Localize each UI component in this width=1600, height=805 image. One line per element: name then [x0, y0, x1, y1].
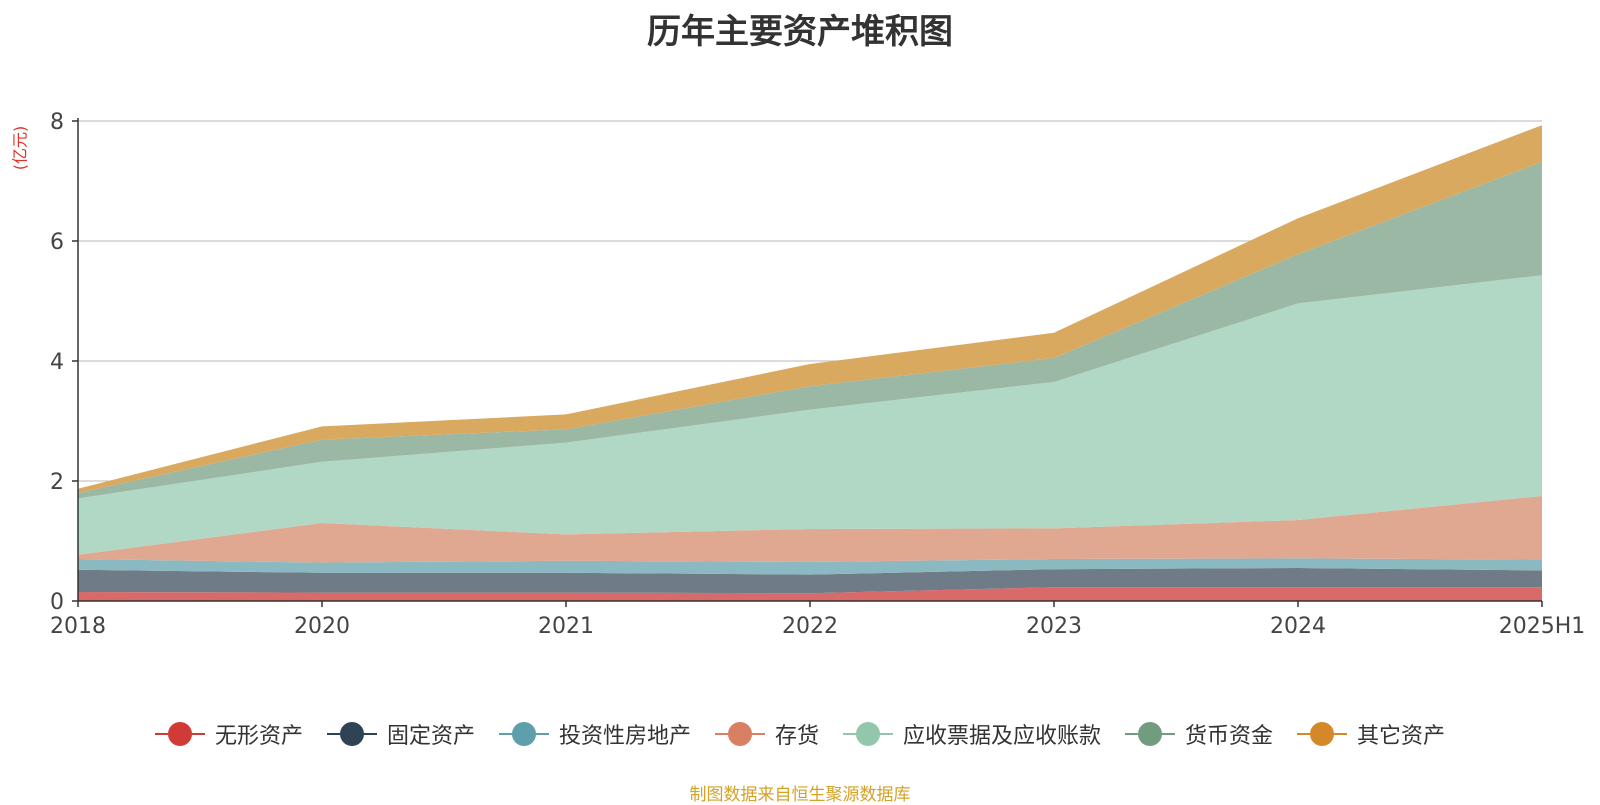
area-series-0	[78, 587, 1542, 601]
area-series-4	[78, 275, 1542, 555]
legend-item[interactable]: 投资性房地产	[498, 718, 691, 750]
legend-marker-icon	[843, 721, 893, 747]
legend-marker-icon	[1297, 721, 1348, 747]
legend-label: 固定资产	[386, 724, 475, 749]
legend-label: 存货	[774, 724, 819, 749]
x-tick-label: 2022	[782, 614, 838, 639]
stacked-area-chart: 0 2 4 6 8 2018 2020 2021 2022 2023 2024 2025H1	[50, 110, 1585, 639]
y-tick-label: 0	[50, 590, 64, 615]
data-source-note: 制图数据来自恒生聚源数据库	[689, 785, 911, 805]
x-tick-label: 2025H1	[1499, 614, 1586, 639]
legend-item[interactable]: 存货	[714, 718, 819, 750]
x-tick-label: 2020	[294, 614, 350, 639]
legend-marker-icon	[154, 721, 205, 747]
legend-item[interactable]: 货币资金	[1125, 718, 1273, 750]
y-tick-label: 8	[50, 110, 64, 135]
area-series-5	[78, 161, 1542, 499]
legend-marker-icon	[326, 721, 377, 747]
area-series-2	[78, 558, 1542, 575]
x-tick-label: 2018	[50, 614, 106, 639]
chart-legend: 无形资产 固定资产 投资性房地产 存货 应收票据及应收账款 货币资金 其它资产	[0, 718, 1600, 750]
legend-marker-icon	[1125, 721, 1176, 747]
legend-label: 投资性房地产	[558, 724, 691, 749]
legend-marker-icon	[498, 721, 549, 747]
area-series-3	[78, 496, 1542, 563]
legend-marker-icon	[714, 721, 765, 747]
y-tick-label: 2	[50, 470, 64, 495]
area-layer	[78, 125, 1542, 601]
legend-label: 无形资产	[214, 724, 303, 749]
x-tick-label: 2024	[1270, 614, 1326, 639]
legend-label: 货币资金	[1185, 724, 1274, 749]
area-series-6	[78, 125, 1542, 493]
legend-item[interactable]: 无形资产	[154, 718, 303, 750]
legend-item[interactable]: 固定资产	[326, 718, 475, 750]
x-tick-label: 2021	[538, 614, 594, 639]
legend-label: 其它资产	[1357, 724, 1446, 749]
y-tick-label: 4	[50, 350, 64, 375]
x-tick-label: 2023	[1026, 614, 1082, 639]
chart-title: 历年主要资产堆积图	[647, 12, 953, 52]
axis-layer: 0 2 4 6 8 2018 2020 2021 2022 2023 2024 2025H1	[50, 110, 1585, 639]
legend-label: 应收票据及应收账款	[903, 724, 1102, 749]
legend-item[interactable]: 应收票据及应收账款	[843, 718, 1101, 750]
legend-item[interactable]: 其它资产	[1297, 718, 1445, 750]
area-series-1	[78, 568, 1542, 594]
y-tick-label: 6	[50, 230, 64, 255]
